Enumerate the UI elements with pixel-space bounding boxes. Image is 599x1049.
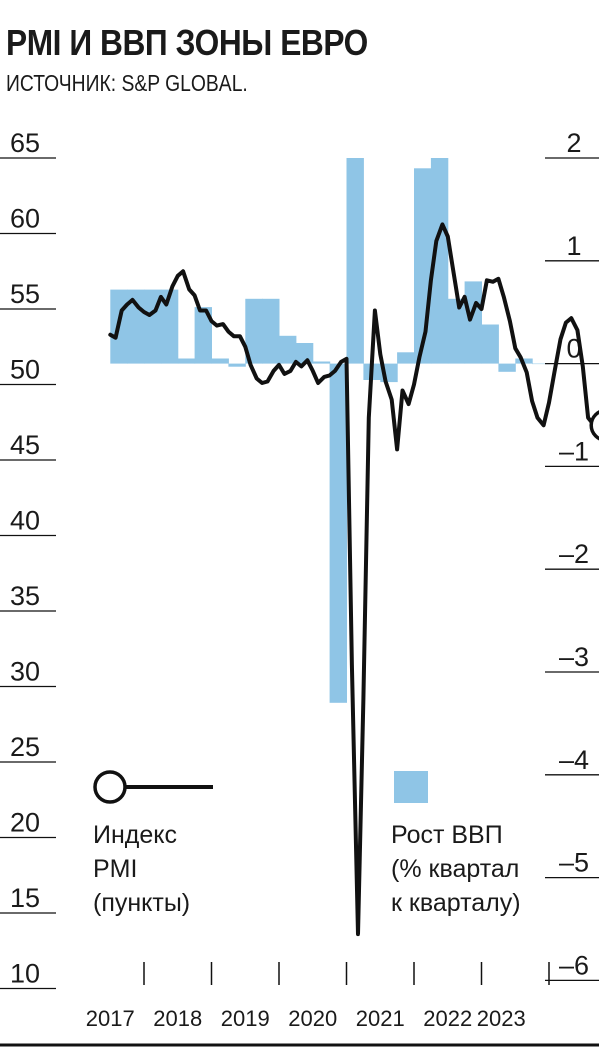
left-tick-label: 10 bbox=[10, 959, 40, 989]
year-label: 2022 bbox=[423, 1006, 472, 1031]
left-tick-label: 35 bbox=[10, 581, 40, 611]
gdp-bar bbox=[194, 307, 212, 364]
gdp-bar bbox=[160, 289, 179, 364]
gdp-bar bbox=[329, 363, 347, 703]
legend: Индекс PMI (пункты) Рост ВВП (% квартал к ква… bbox=[93, 770, 521, 917]
right-tick-label: 1 bbox=[566, 231, 581, 261]
legend-gdp-text: (% квартал bbox=[391, 855, 519, 883]
year-label: 2019 bbox=[221, 1006, 270, 1031]
gdp-bar bbox=[262, 298, 280, 364]
gdp-bar bbox=[447, 298, 466, 364]
gdp-bar bbox=[211, 358, 229, 364]
right-tick-label: –6 bbox=[559, 950, 589, 980]
gdp-bar bbox=[245, 298, 263, 364]
gdp-bar bbox=[498, 363, 516, 372]
left-tick-label: 30 bbox=[10, 657, 40, 687]
right-tick-label: –3 bbox=[559, 642, 589, 672]
gdp-bar bbox=[228, 363, 246, 367]
year-label: 2020 bbox=[288, 1006, 337, 1031]
gdp-bars bbox=[110, 158, 550, 703]
right-tick-label: –1 bbox=[559, 436, 589, 466]
left-tick-label: 65 bbox=[10, 128, 40, 158]
left-tick-label: 50 bbox=[10, 355, 40, 385]
gdp-bar bbox=[312, 361, 331, 364]
left-tick-label: 45 bbox=[10, 430, 40, 460]
legend-pmi-text: Индекс bbox=[93, 821, 177, 849]
legend-pmi-text: PMI bbox=[93, 855, 137, 883]
legend-pmi-text: (пункты) bbox=[93, 889, 190, 917]
legend-gdp-text: Рост ВВП bbox=[391, 821, 503, 849]
left-tick-label: 40 bbox=[10, 506, 40, 536]
year-label: 2017 bbox=[86, 1006, 135, 1031]
year-label: 2023 bbox=[477, 1006, 526, 1031]
right-tick-label: –2 bbox=[559, 539, 589, 569]
right-tick-label: 2 bbox=[566, 128, 581, 158]
gdp-bar bbox=[481, 324, 499, 364]
axes: 656055504540353025201510210–1–2–3–4–5–62… bbox=[0, 128, 599, 1047]
right-tick-label: –5 bbox=[559, 848, 589, 878]
left-tick-label: 15 bbox=[10, 883, 40, 913]
left-tick-label: 25 bbox=[10, 732, 40, 762]
pmi-line-layer bbox=[108, 222, 599, 937]
gdp-bar bbox=[430, 158, 449, 364]
gdp-bar bbox=[414, 168, 432, 364]
gdp-bar bbox=[279, 335, 297, 364]
pmi-line bbox=[108, 222, 597, 937]
pmi-end-marker bbox=[589, 410, 599, 441]
year-label: 2018 bbox=[153, 1006, 202, 1031]
legend-pmi-marker bbox=[93, 770, 127, 804]
gdp-bar bbox=[464, 281, 482, 364]
chart-source: ИСТОЧНИК: S&P GLOBAL. bbox=[6, 70, 248, 96]
gdp-bar bbox=[397, 352, 415, 364]
legend-gdp-swatch bbox=[394, 771, 428, 803]
left-tick-label: 20 bbox=[10, 808, 40, 838]
gdp-bar bbox=[295, 343, 314, 364]
legend-gdp-text: к кварталу) bbox=[391, 889, 521, 917]
year-label: 2021 bbox=[356, 1006, 405, 1031]
chart-title: PMI И ВВП ЗОНЫ ЕВРО bbox=[6, 22, 368, 63]
left-tick-label: 60 bbox=[10, 204, 40, 234]
gdp-bar bbox=[346, 158, 364, 364]
left-tick-label: 55 bbox=[10, 279, 40, 309]
right-tick-label: –4 bbox=[559, 745, 589, 775]
gdp-bar bbox=[532, 363, 550, 365]
gdp-bar bbox=[177, 358, 196, 364]
